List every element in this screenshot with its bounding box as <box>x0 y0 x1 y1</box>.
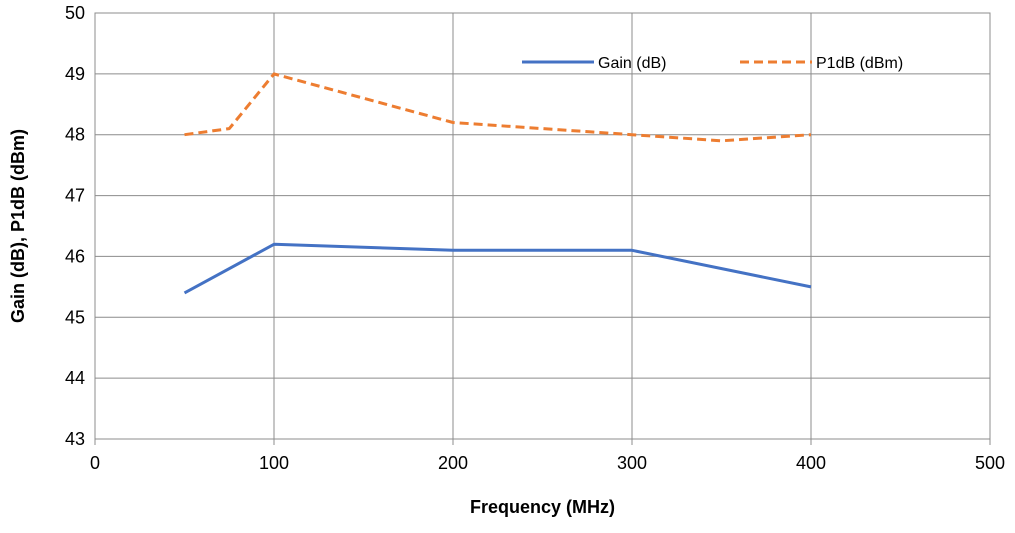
x-axis-tick-labels: 0 100 200 300 400 500 <box>90 453 1005 473</box>
y-tick-label: 50 <box>65 3 85 23</box>
series-lines <box>183 72 812 295</box>
x-tick-label: 200 <box>438 453 468 473</box>
y-tick-label: 45 <box>65 307 85 327</box>
y-tick-label: 49 <box>65 64 85 84</box>
legend-label: P1dB (dBm) <box>816 55 903 72</box>
y-tick-label: 46 <box>65 246 85 266</box>
x-tick-label: 300 <box>617 453 647 473</box>
y-axis-title: Gain (dB), P1dB (dBm) <box>8 129 28 323</box>
legend-label: Gain (dB) <box>598 55 666 72</box>
y-tick-label: 44 <box>65 368 85 388</box>
x-tick-label: 500 <box>975 453 1005 473</box>
y-tick-label: 43 <box>65 429 85 449</box>
x-tick-label: 400 <box>796 453 826 473</box>
legend: Gain (dB) P1dB (dBm) <box>522 55 903 72</box>
series-line-p1db <box>184 72 812 143</box>
x-axis-title: Frequency (MHz) <box>470 497 615 517</box>
y-axis-tick-labels: 43 44 45 46 47 48 49 50 <box>65 3 85 449</box>
x-tick-label: 0 <box>90 453 100 473</box>
y-tick-label: 48 <box>65 125 85 145</box>
grid <box>94 12 991 445</box>
y-tick-label: 47 <box>65 186 85 206</box>
x-tick-label: 100 <box>259 453 289 473</box>
plot-area-frame <box>94 12 991 440</box>
series-line-gain <box>183 242 812 295</box>
